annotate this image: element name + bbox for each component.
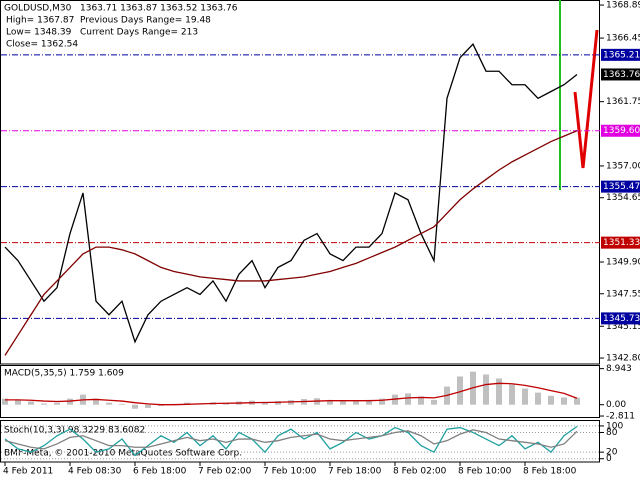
bar bbox=[496, 378, 502, 405]
y-tick-label: 80 bbox=[606, 428, 618, 438]
y-tick-label: 1345.15 bbox=[606, 322, 640, 332]
macd-title: MACD(5,35,5) 1.759 1.609 bbox=[4, 369, 124, 379]
bar bbox=[509, 384, 515, 405]
bar bbox=[353, 400, 359, 405]
bar bbox=[535, 392, 541, 405]
projection-arrow bbox=[573, 29, 599, 169]
current-price-label: 1363.76 bbox=[603, 70, 640, 80]
bar bbox=[54, 402, 60, 405]
x-tick-label: 6 Feb 18:00 bbox=[133, 467, 187, 477]
header-title: GOLDUSD,M30 bbox=[4, 4, 72, 14]
bar bbox=[574, 397, 580, 405]
header-high: High= 1367.87 bbox=[6, 16, 74, 26]
bar bbox=[548, 395, 554, 405]
y-tick-label: 1368.89 bbox=[606, 1, 640, 11]
bar bbox=[418, 396, 424, 405]
level-box bbox=[601, 236, 640, 249]
series-line bbox=[4, 130, 578, 356]
series-line bbox=[5, 382, 578, 406]
y-tick-label: 1361.75 bbox=[606, 97, 640, 107]
series-line bbox=[4, 425, 578, 457]
y-tick-label: 100 bbox=[606, 421, 623, 431]
level-box bbox=[601, 48, 640, 61]
bar bbox=[431, 399, 437, 405]
bar bbox=[262, 402, 268, 405]
level-label: 1351.33 bbox=[603, 238, 640, 248]
level-label: 1345.73 bbox=[603, 314, 640, 324]
level-box bbox=[601, 312, 640, 325]
y-tick-label: 20 bbox=[606, 448, 618, 458]
stoch-title: Stoch(10,3,3) 98.3229 83.6082 bbox=[4, 426, 145, 436]
y-tick-label: 0 bbox=[606, 454, 612, 464]
bar bbox=[132, 404, 138, 409]
bar bbox=[483, 374, 489, 405]
bar bbox=[15, 399, 21, 405]
y-tick-label: 1357.00 bbox=[606, 161, 640, 171]
y-tick-label: 1349.90 bbox=[606, 257, 640, 267]
bar bbox=[106, 402, 112, 405]
y-tick-label: 1347.55 bbox=[606, 289, 640, 299]
series-line bbox=[4, 43, 578, 344]
x-tick-label: 7 Feb 10:00 bbox=[263, 467, 317, 477]
x-tick-label: 8 Feb 02:00 bbox=[393, 467, 447, 477]
bar bbox=[366, 399, 372, 405]
y-tick-label: 0.00 bbox=[606, 400, 626, 410]
stoch-panel bbox=[0, 420, 600, 463]
level-label: 1355.47 bbox=[603, 182, 640, 192]
bar bbox=[405, 393, 411, 405]
y-tick-label: 1354.65 bbox=[606, 193, 640, 203]
level-box bbox=[601, 180, 640, 193]
y-tick-label: 8.943 bbox=[606, 364, 632, 374]
x-tick-label: 7 Feb 02:00 bbox=[198, 467, 252, 477]
header-low: Low= 1348.39 bbox=[6, 28, 72, 38]
header-prev-range: Previous Days Range= 19.48 bbox=[80, 16, 211, 26]
bar bbox=[145, 404, 151, 408]
copyright: BMF-Meta, © 2001-2010 MetaQuotes Softwar… bbox=[4, 449, 242, 459]
bar bbox=[379, 398, 385, 405]
bar bbox=[41, 403, 47, 405]
level-box bbox=[601, 124, 640, 137]
main-panel bbox=[0, 0, 600, 365]
bar bbox=[2, 398, 8, 405]
bar bbox=[522, 388, 528, 405]
bar bbox=[327, 399, 333, 405]
x-tick-label: 4 Feb 08:30 bbox=[68, 467, 122, 477]
header-cur-range: Current Days Range= 213 bbox=[80, 28, 198, 38]
bar bbox=[457, 376, 463, 405]
y-tick-label: 1366.45 bbox=[606, 34, 640, 44]
bar bbox=[93, 398, 99, 405]
header-ohlc: 1363.71 1363.87 1363.52 1363.76 bbox=[80, 4, 238, 14]
series-line bbox=[4, 429, 578, 450]
y-tick-label: 1342.80 bbox=[606, 354, 640, 364]
level-label: 1365.21 bbox=[603, 50, 640, 60]
level-label: 1359.60 bbox=[603, 126, 640, 136]
bar bbox=[340, 400, 346, 405]
y-tick-label: -2.811 bbox=[606, 412, 635, 422]
x-tick-label: 7 Feb 18:00 bbox=[328, 467, 382, 477]
x-tick-label: 8 Feb 10:00 bbox=[458, 467, 512, 477]
x-tick-label: 4 Feb 2011 bbox=[3, 467, 53, 477]
current-price-box bbox=[601, 68, 640, 81]
bar bbox=[561, 397, 567, 405]
header-close: Close= 1362.54 bbox=[6, 40, 78, 50]
bar bbox=[119, 403, 125, 405]
bar bbox=[28, 401, 34, 405]
x-tick-label: 8 Feb 18:00 bbox=[523, 467, 577, 477]
